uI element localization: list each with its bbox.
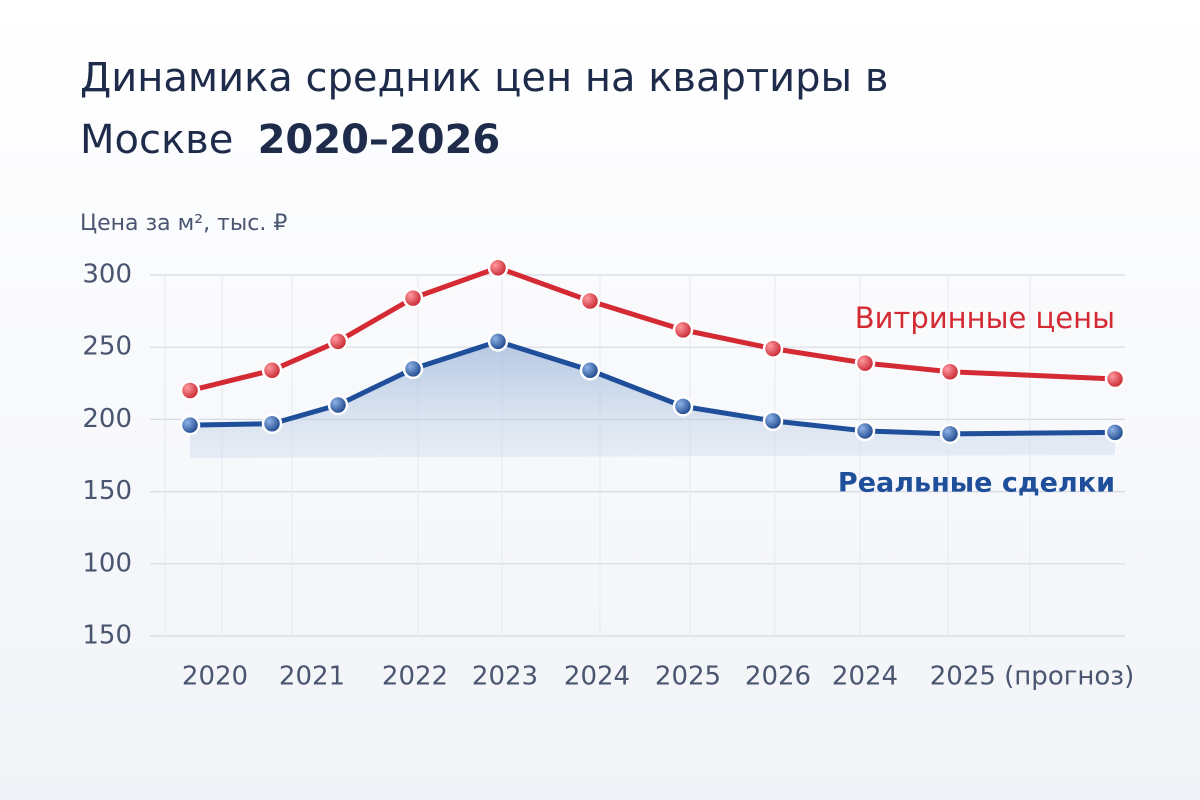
data-point	[579, 360, 601, 381]
x-tick-label: 2026	[745, 662, 811, 692]
chart-title: Динамика средник цен на квартиры в Москве	[80, 55, 888, 163]
legend-label: Реальные сделки	[838, 468, 1115, 499]
data-point	[327, 331, 349, 352]
x-tick-label: 2022	[382, 662, 448, 692]
x-tick-label: 2024	[832, 662, 898, 692]
y-tick-label: 150	[82, 476, 132, 506]
data-point	[854, 420, 876, 442]
x-tick-label: 2021	[279, 662, 345, 692]
y-tick-label: 250	[82, 332, 132, 362]
data-point	[579, 290, 601, 312]
x-tick-label: 2024	[564, 662, 630, 692]
legend-label: Витринные цены	[855, 301, 1115, 335]
y-tick-label: 150	[82, 621, 132, 651]
data-point	[179, 414, 201, 436]
x-tick-label: 2023	[472, 662, 538, 692]
data-point	[487, 257, 509, 279]
data-point	[402, 358, 424, 380]
data-point	[1104, 368, 1126, 390]
x-tick-label: 2020	[182, 662, 248, 692]
data-point	[487, 331, 509, 352]
data-point	[261, 413, 283, 434]
y-tick-label: 300	[82, 260, 132, 290]
data-point	[261, 360, 283, 381]
y-axis-label: Цена за м², тыс. ₽	[80, 211, 287, 236]
data-point	[672, 396, 694, 417]
chart-title-emphasis: 2020–2026	[258, 117, 501, 163]
data-point	[762, 410, 784, 432]
data-point	[327, 394, 349, 416]
data-point	[672, 319, 694, 341]
data-point	[762, 338, 784, 359]
data-point	[402, 287, 424, 309]
y-tick-label: 200	[82, 404, 132, 434]
x-tick-label: 2025	[655, 662, 721, 692]
data-point	[1104, 422, 1126, 443]
data-point	[939, 361, 961, 382]
y-tick-label: 100	[82, 548, 132, 578]
data-point	[179, 380, 201, 401]
data-point	[854, 352, 876, 374]
data-point	[939, 423, 961, 445]
x-tick-label: 2025 (прогноз)	[930, 662, 1135, 692]
